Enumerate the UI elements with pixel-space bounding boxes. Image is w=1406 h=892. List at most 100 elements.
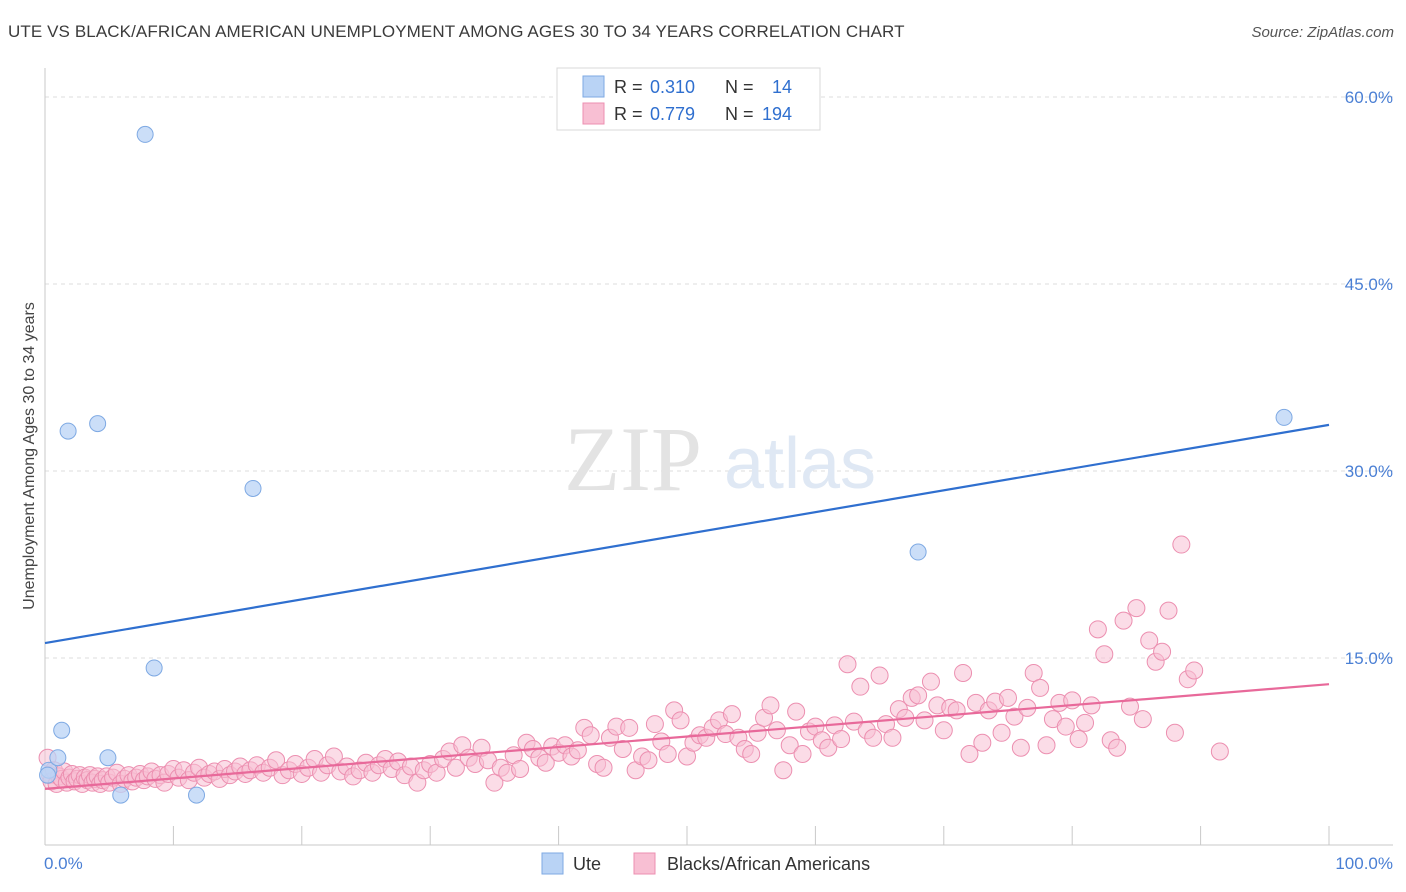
data-point-blacks bbox=[934, 721, 953, 740]
series-ute-points bbox=[39, 125, 1293, 804]
data-point-blacks bbox=[639, 751, 658, 770]
data-point-blacks bbox=[446, 758, 465, 777]
data-point-blacks bbox=[671, 711, 690, 730]
data-point-ute bbox=[39, 766, 57, 784]
data-point-blacks bbox=[1120, 697, 1139, 716]
x-ticks bbox=[44, 826, 1330, 845]
data-point-ute bbox=[136, 125, 154, 143]
data-point-blacks bbox=[1159, 601, 1178, 620]
watermark: ZIP atlas bbox=[564, 408, 876, 510]
data-point-ute bbox=[53, 721, 71, 739]
data-point-ute bbox=[59, 422, 77, 440]
data-point-blacks bbox=[1185, 661, 1204, 680]
data-point-ute bbox=[49, 749, 67, 767]
data-point-blacks bbox=[915, 711, 934, 730]
data-point-blacks bbox=[1210, 742, 1229, 761]
data-point-blacks bbox=[761, 696, 780, 715]
stats-n-value-blacks: 194 bbox=[762, 104, 792, 124]
data-point-blacks bbox=[921, 672, 940, 691]
data-point-blacks bbox=[1024, 663, 1043, 682]
data-point-blacks bbox=[999, 688, 1017, 707]
data-point-blacks bbox=[819, 738, 838, 757]
data-point-blacks bbox=[1005, 707, 1024, 726]
series-blacks-points bbox=[38, 535, 1229, 793]
trend-line-ute bbox=[44, 423, 1330, 645]
grid-lines bbox=[45, 96, 1393, 659]
data-point-blacks bbox=[1095, 645, 1114, 664]
x-tick-label-100: 100.0% bbox=[1335, 854, 1393, 873]
data-point-ute bbox=[244, 479, 262, 497]
data-point-blacks bbox=[1082, 696, 1101, 715]
data-point-ute bbox=[909, 543, 927, 561]
watermark-zip: ZIP bbox=[564, 408, 702, 510]
data-point-blacks bbox=[992, 723, 1011, 742]
stats-r-label-ute: R = bbox=[614, 77, 643, 97]
trend-lines bbox=[44, 423, 1330, 790]
data-point-blacks bbox=[1114, 611, 1133, 630]
data-point-blacks bbox=[1069, 730, 1088, 749]
data-point-blacks bbox=[748, 723, 767, 742]
data-point-blacks bbox=[613, 740, 632, 759]
data-point-blacks bbox=[594, 758, 613, 777]
data-point-blacks bbox=[870, 666, 889, 685]
legend-label-ute: Ute bbox=[573, 854, 601, 874]
stats-r-label-blacks: R = bbox=[614, 104, 643, 124]
y-tick-labels: 15.0% 30.0% 45.0% 60.0% bbox=[1345, 88, 1393, 668]
data-point-blacks bbox=[1076, 713, 1095, 732]
data-point-blacks bbox=[511, 759, 530, 778]
data-point-blacks bbox=[1037, 736, 1056, 755]
data-point-ute bbox=[145, 659, 163, 677]
data-point-blacks bbox=[536, 753, 555, 772]
data-point-blacks bbox=[883, 728, 902, 747]
data-point-blacks bbox=[742, 744, 761, 763]
stats-swatch-ute bbox=[582, 75, 605, 98]
data-point-blacks bbox=[1172, 535, 1191, 554]
data-point-ute bbox=[112, 786, 130, 804]
data-point-blacks bbox=[1108, 738, 1127, 757]
data-point-blacks bbox=[947, 701, 966, 720]
data-point-blacks bbox=[960, 744, 979, 763]
data-point-blacks bbox=[973, 733, 992, 752]
stats-legend: R = 0.310 N = 14 R = 0.779 N = 194 bbox=[556, 67, 821, 131]
legend-label-blacks: Blacks/African Americans bbox=[667, 854, 870, 874]
chart-title: UTE VS BLACK/AFRICAN AMERICAN UNEMPLOYME… bbox=[8, 22, 905, 41]
data-point-ute bbox=[99, 749, 117, 767]
stats-n-label-ute: N = bbox=[725, 77, 754, 97]
stats-n-label-blacks: N = bbox=[725, 104, 754, 124]
watermark-atlas: atlas bbox=[724, 424, 876, 504]
stats-r-value-blacks: 0.779 bbox=[650, 104, 695, 124]
stats-r-value-ute: 0.310 bbox=[650, 77, 695, 97]
data-point-blacks bbox=[909, 686, 928, 705]
data-point-ute bbox=[1275, 408, 1293, 426]
y-tick-label: 60.0% bbox=[1345, 88, 1393, 107]
data-point-blacks bbox=[645, 715, 664, 734]
data-point-blacks bbox=[1127, 599, 1146, 618]
data-point-ute bbox=[188, 786, 206, 804]
data-point-blacks bbox=[774, 761, 793, 780]
series-legend: Ute Blacks/African Americans bbox=[541, 852, 870, 875]
data-point-blacks bbox=[1133, 710, 1152, 729]
data-point-blacks bbox=[787, 702, 806, 721]
x-tick-label-0: 0.0% bbox=[44, 854, 83, 873]
y-axis-label: Unemployment Among Ages 30 to 34 years bbox=[21, 302, 38, 610]
data-point-blacks bbox=[620, 718, 639, 737]
data-point-blacks bbox=[722, 705, 741, 724]
y-tick-label: 30.0% bbox=[1345, 462, 1393, 481]
data-point-blacks bbox=[267, 751, 286, 770]
data-point-blacks bbox=[1140, 631, 1159, 650]
stats-n-value-ute: 14 bbox=[772, 77, 792, 97]
data-point-blacks bbox=[851, 677, 870, 696]
data-point-blacks bbox=[1153, 642, 1172, 661]
data-point-blacks bbox=[1031, 678, 1050, 697]
data-point-blacks bbox=[485, 773, 504, 792]
data-point-blacks bbox=[838, 655, 857, 674]
data-point-blacks bbox=[793, 744, 812, 763]
axes bbox=[44, 68, 1393, 846]
data-point-blacks bbox=[1165, 723, 1184, 742]
trend-line-blacks bbox=[44, 683, 1330, 790]
data-point-blacks bbox=[1056, 717, 1075, 736]
data-point-blacks bbox=[1088, 620, 1107, 639]
legend-swatch-blacks bbox=[633, 852, 656, 875]
data-point-ute bbox=[89, 415, 107, 433]
